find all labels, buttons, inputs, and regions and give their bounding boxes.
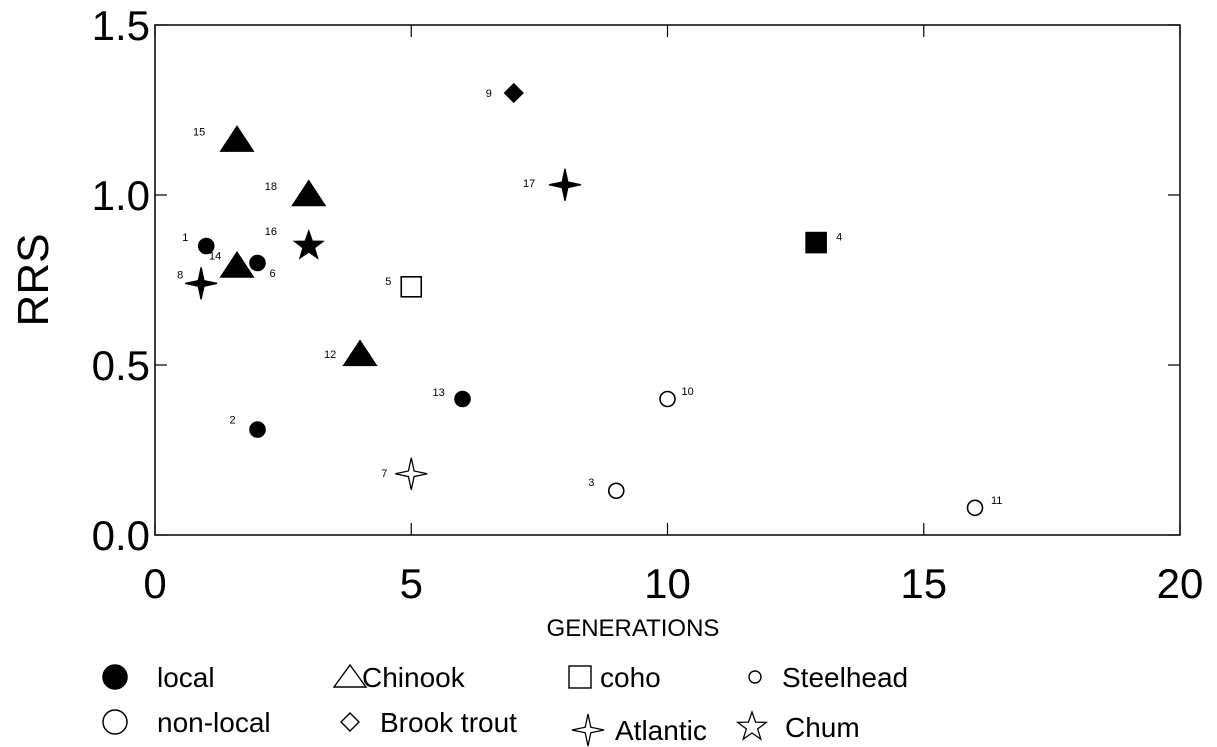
legend-marker-chinook — [332, 663, 368, 688]
point-label: 15 — [193, 127, 205, 139]
point-label: 10 — [682, 386, 694, 398]
data-point — [503, 82, 524, 104]
data-point — [219, 125, 255, 152]
point-label: 1 — [182, 232, 188, 244]
data-point — [454, 390, 471, 408]
legend-marker-brook-trout — [340, 712, 360, 732]
point-label: 9 — [486, 88, 492, 100]
point-label: 11 — [991, 495, 1002, 507]
legend-label-chinook: Chinook — [362, 662, 466, 693]
point-label: 13 — [433, 387, 445, 399]
x-tick-label: 15 — [900, 560, 947, 607]
data-point — [292, 229, 325, 260]
data-point — [249, 421, 266, 438]
point-label: 5 — [385, 276, 391, 288]
x-tick-label: 0 — [143, 560, 166, 607]
data-point — [607, 482, 625, 500]
y-tick-label: 0.0 — [92, 512, 150, 559]
x-tick-label: 20 — [1157, 560, 1204, 607]
point-label: 16 — [265, 226, 277, 238]
data-point — [805, 231, 827, 254]
point-label: 3 — [588, 477, 594, 489]
legend-label-coho: coho — [600, 662, 661, 693]
point-label: 8 — [177, 269, 183, 281]
legend-marker-steelhead — [748, 670, 762, 684]
y-tick-label: 1.0 — [92, 172, 150, 219]
point-label: 17 — [523, 178, 535, 190]
data-point — [548, 168, 582, 201]
data-point — [291, 179, 327, 207]
legend-label-local: local — [157, 662, 215, 693]
axis-ticks: 0 5 10 15 200.00.51.01.5 — [92, 2, 1204, 607]
point-label: 4 — [836, 232, 842, 244]
data-point — [659, 390, 676, 408]
plot-axes — [154, 24, 1181, 536]
y-tick-label: 0.5 — [92, 342, 150, 389]
data-point — [342, 339, 378, 367]
x-tick-label: 10 — [644, 560, 691, 607]
legend-marker-chum — [735, 710, 769, 741]
legend-marker-coho — [568, 665, 592, 689]
y-tick-label: 1.5 — [92, 2, 150, 49]
legend-marker-local — [102, 664, 128, 690]
legend-label-chum: Chum — [785, 712, 860, 743]
legend-label-steelhead: Steelhead — [782, 662, 908, 693]
data-point — [184, 267, 218, 300]
point-label: 7 — [381, 468, 387, 480]
point-label: 18 — [265, 181, 277, 193]
point-label: 12 — [324, 349, 336, 361]
point-label: 6 — [270, 268, 276, 280]
data-point — [197, 237, 215, 255]
legend: local non-local Chinook coho Steelhead Brook … — [102, 662, 908, 747]
point-label: 14 — [209, 250, 221, 262]
point-label: 2 — [230, 415, 236, 427]
x-axis-title: GENERATIONS — [547, 615, 720, 642]
data-point — [966, 499, 984, 517]
legend-marker-non-local — [102, 709, 128, 735]
legend-label-atlantic: Atlantic — [615, 715, 707, 746]
legend-label-brook-trout: Brook trout — [380, 707, 517, 738]
y-axis-title: RRS — [9, 234, 58, 327]
x-tick-label: 5 — [400, 560, 423, 607]
data-point — [400, 275, 423, 298]
data-point — [395, 457, 428, 490]
legend-label-non-local: non-local — [157, 707, 271, 738]
plot-frame — [154, 24, 1181, 536]
data-point — [249, 254, 266, 272]
data-point — [219, 250, 255, 278]
legend-marker-atlantic — [571, 713, 605, 747]
